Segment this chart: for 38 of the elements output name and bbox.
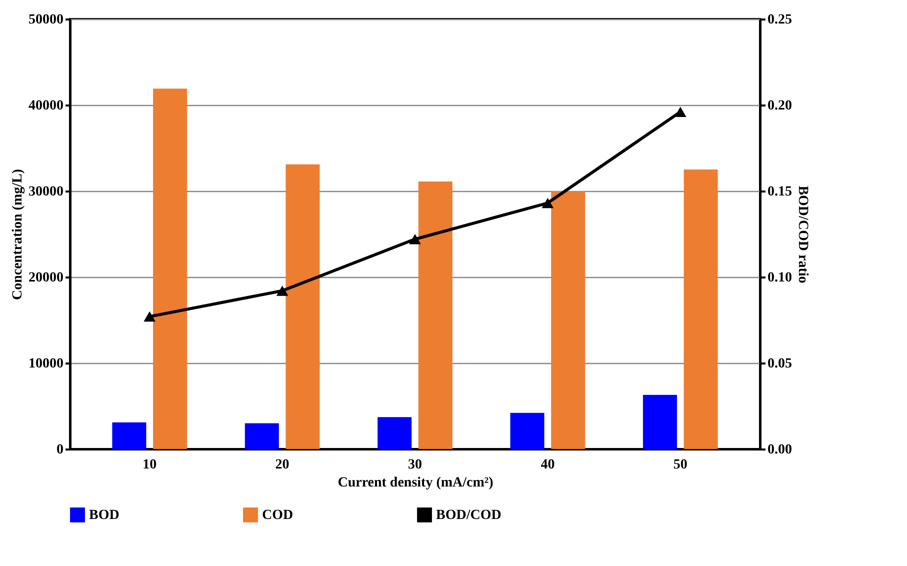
bar	[153, 88, 188, 449]
bar	[112, 422, 146, 449]
y2-axis-title: BOD/COD ratio	[795, 186, 810, 284]
bar	[244, 423, 279, 449]
x-tick-label: 30	[408, 458, 422, 472]
x-tick-label: 10	[142, 458, 157, 472]
point	[276, 286, 288, 296]
x-tick-label: 20	[275, 458, 290, 472]
point	[144, 311, 156, 322]
x-axis-title: Current density (mA/cm²)	[338, 476, 494, 490]
y-tick-label: 30000	[28, 184, 64, 200]
bar	[378, 417, 412, 449]
y-tick-label: 0	[56, 442, 64, 458]
point	[674, 106, 686, 118]
y2-tick-label: 0.05	[768, 356, 792, 372]
legend-label: BOD/COD	[436, 508, 502, 523]
bar	[684, 170, 718, 449]
bar	[418, 182, 452, 449]
y2-tick-label: 0.20	[768, 98, 792, 114]
y2-tick-label: 0.15	[768, 184, 792, 200]
y2-tick-label: 0.25	[768, 12, 792, 28]
y-tick-label: 10000	[28, 356, 64, 372]
legend-label: BOD	[89, 508, 120, 523]
y2-tick-label: 0.00	[768, 442, 792, 458]
x-tick-label: 40	[540, 458, 555, 472]
bar	[551, 191, 586, 449]
bar	[286, 164, 320, 449]
point	[542, 198, 554, 208]
y-axis-title: Concentration (mg/L)	[10, 168, 26, 300]
legend-label: COD	[262, 508, 294, 523]
y-tick-label: 20000	[28, 270, 64, 286]
bar	[510, 412, 544, 449]
x-tick-label: 50	[673, 458, 688, 472]
y-tick-label: 40000	[28, 98, 64, 114]
y2-tick-label: 0.10	[768, 270, 792, 286]
point	[409, 234, 421, 244]
y-tick-label: 50000	[28, 12, 64, 28]
bar	[642, 394, 677, 449]
